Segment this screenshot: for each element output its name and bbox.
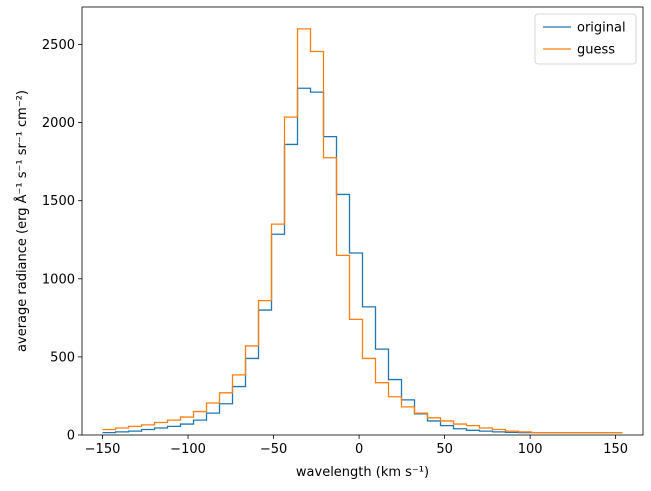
series-guess bbox=[102, 28, 623, 434]
x-tick-label: 0 bbox=[355, 442, 363, 457]
x-axis: −150 −100 −50 0 50 100 150 bbox=[85, 435, 628, 457]
legend-label-guess: guess bbox=[577, 43, 615, 58]
y-tick-label: 1000 bbox=[42, 272, 75, 287]
x-tick-label: 50 bbox=[436, 442, 453, 457]
x-axis-label: wavelength (km s⁻¹) bbox=[296, 465, 429, 480]
y-tick-label: 500 bbox=[50, 350, 75, 365]
x-tick-label: 150 bbox=[603, 442, 628, 457]
y-axis: 0 500 1000 1500 2000 2500 bbox=[42, 38, 82, 444]
y-axis-label: average radiance (erg Å⁻¹ s⁻¹ sr⁻¹ cm⁻²) bbox=[14, 90, 30, 352]
y-tick-label: 1500 bbox=[42, 194, 75, 209]
plot-frame bbox=[81, 6, 644, 436]
y-tick-label: 2000 bbox=[42, 116, 75, 131]
x-tick-label: −150 bbox=[85, 442, 121, 457]
legend-label-original: original bbox=[577, 21, 626, 36]
x-tick-label: −50 bbox=[260, 442, 287, 457]
x-tick-label: −100 bbox=[170, 442, 206, 457]
x-tick-label: 100 bbox=[518, 442, 543, 457]
y-tick-label: 0 bbox=[67, 429, 75, 444]
legend: original guess bbox=[534, 13, 637, 65]
y-tick-label: 2500 bbox=[42, 38, 75, 53]
series-layer bbox=[102, 28, 623, 434]
